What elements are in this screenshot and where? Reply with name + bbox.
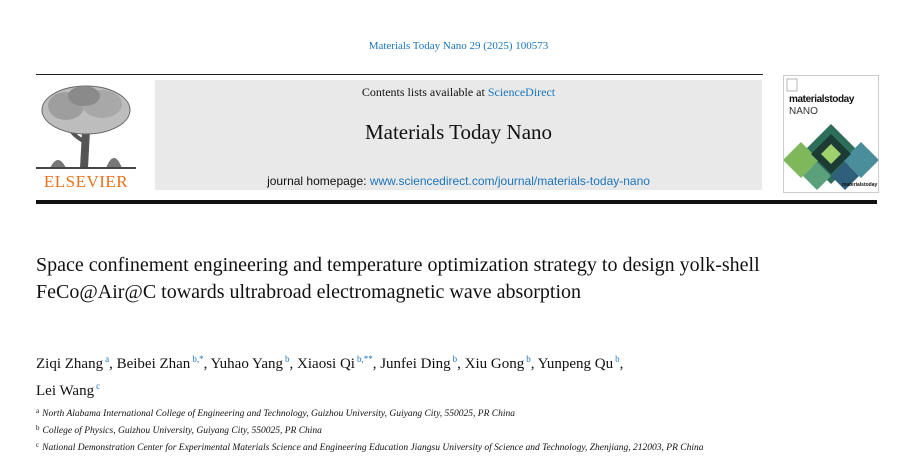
cover-art <box>784 78 878 190</box>
author-mark: b,** <box>356 354 373 364</box>
author: Lei Wang c <box>36 381 101 399</box>
author-separator: , <box>203 356 208 372</box>
author-mark: b,* <box>192 354 204 364</box>
author-list: Ziqi Zhang a, Beibei Zhan b,*, Yuhao Yang b… <box>36 348 686 402</box>
citation[interactable]: Materials Today Nano 29 (2025) 100573 <box>368 40 549 52</box>
affiliation-mark: c <box>36 441 40 449</box>
author-separator: , <box>530 356 535 372</box>
author-separator: , <box>619 356 624 372</box>
cover-title: materialstoday <box>789 94 854 105</box>
affiliation-list: a North Alabama International College of … <box>36 404 776 455</box>
contents-prefix: Contents lists available at <box>361 85 488 99</box>
author-name: Xiu Gong <box>464 356 525 372</box>
author-name: Junfei Ding <box>380 356 451 372</box>
author-mark: c <box>96 381 101 391</box>
author: Beibei Zhan b,*, <box>116 354 208 372</box>
affiliation: b College of Physics, Guizhou University,… <box>36 421 776 438</box>
rule <box>36 74 763 75</box>
author-name: Yunpeng Qu <box>537 356 614 372</box>
homepage-link[interactable]: www.sciencedirect.com/journal/materials-… <box>369 174 650 188</box>
author: Xiaosi Qi b,**, <box>297 354 377 372</box>
author: Yunpeng Qu b, <box>537 354 624 372</box>
author: Junfei Ding b, <box>380 354 461 372</box>
affiliation-text: College of Physics, Guizhou University, … <box>42 426 322 436</box>
rule <box>36 200 877 204</box>
author-name: Yuhao Yang <box>210 356 284 372</box>
author: Xiu Gong b, <box>464 354 535 372</box>
affiliation-mark: b <box>36 424 40 432</box>
affiliation-text: North Alabama International College of E… <box>42 409 515 419</box>
author-name: Beibei Zhan <box>116 356 191 372</box>
author-separator: , <box>457 356 461 372</box>
header-box <box>155 80 762 190</box>
author-mark: a <box>105 354 110 364</box>
journal-name: Materials Today Nano <box>364 120 553 144</box>
author: Yuhao Yang b, <box>210 354 294 372</box>
contents-line: Contents lists available at ScienceDirec… <box>155 85 762 100</box>
elsevier-tree <box>36 82 136 170</box>
sciencedirect-link[interactable]: ScienceDirect <box>487 85 556 99</box>
author-name: Xiaosi Qi <box>297 356 355 372</box>
journal-cover[interactable]: materialstoday NANO materialstoday <box>783 75 879 193</box>
author-mark: b <box>615 354 620 364</box>
author-separator: , <box>289 356 294 372</box>
author-mark: b <box>285 354 290 364</box>
article-title: Space confinement engineering and temper… <box>36 254 760 303</box>
author-separator: , <box>109 356 113 372</box>
affiliation-text: National Demonstration Center for Experi… <box>42 443 704 453</box>
author-name: Lei Wang <box>36 383 95 399</box>
author-mark: b <box>452 354 458 364</box>
author: Ziqi Zhang a, <box>36 354 113 372</box>
homepage-prefix: journal homepage: <box>267 174 370 188</box>
homepage-line: journal homepage: www.sciencedirect.com/… <box>155 174 762 188</box>
affiliation: c National Demonstration Center for Exper… <box>36 438 776 455</box>
publisher-logo[interactable]: ELSEVIER <box>43 172 129 191</box>
author-name: Ziqi Zhang <box>36 356 104 372</box>
cover-subtitle: NANO <box>789 106 818 117</box>
affiliation: a North Alabama International College of … <box>36 404 776 421</box>
author-separator: , <box>372 356 377 372</box>
affiliation-mark: a <box>36 407 40 415</box>
author-mark: b <box>526 354 531 364</box>
cover-footer: materialstoday <box>842 182 878 188</box>
